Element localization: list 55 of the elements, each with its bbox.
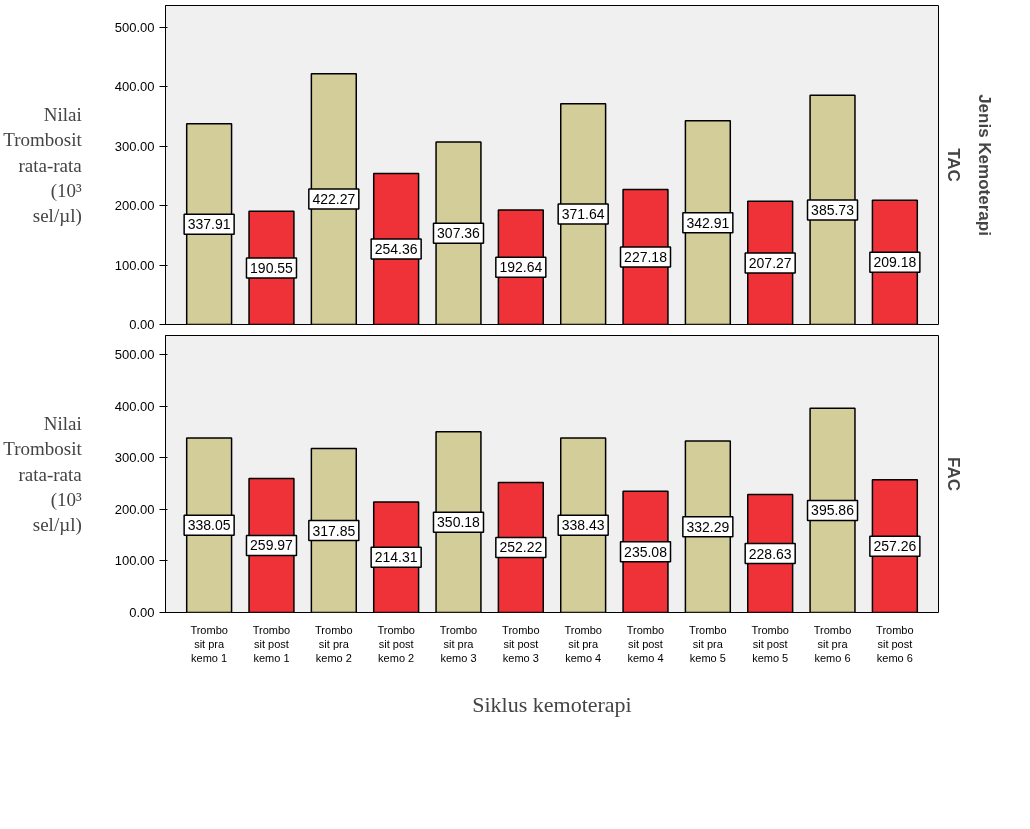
x-tick-label: Trombo sit post kemo 6 xyxy=(876,623,914,665)
data-label: 207.27 xyxy=(748,254,792,271)
y-tick-label: 500.00 xyxy=(114,347,155,363)
x-tick-label: Trombo sit post kemo 2 xyxy=(377,623,415,665)
x-tick-label: Trombo sit pra kemo 6 xyxy=(813,623,852,665)
y-tick-label: 100.00 xyxy=(114,257,155,273)
x-tick-label: Trombo sit pra kemo 5 xyxy=(689,623,727,665)
text: FAC xyxy=(943,457,963,491)
data-label: 257.26 xyxy=(873,538,917,555)
bar xyxy=(310,72,358,325)
data-label: 252.22 xyxy=(499,539,543,556)
data-label: 338.43 xyxy=(561,517,605,534)
y-tick-label: 300.00 xyxy=(114,138,155,154)
x-tick-label: Trombo sit post kemo 5 xyxy=(751,623,789,665)
y-axis-title: Nilai Trombosit rata-rata (10³ sel/µl) xyxy=(3,413,83,536)
text: Jenis Kemoterapi xyxy=(974,94,994,236)
y-tick-label: 200.00 xyxy=(114,198,155,214)
data-label: 235.08 xyxy=(624,543,668,560)
data-label: 338.05 xyxy=(187,517,231,534)
data-label: 190.55 xyxy=(250,259,294,276)
x-axis-title: Siklus kemoterapi xyxy=(472,692,632,718)
data-label: 254.36 xyxy=(374,240,418,257)
y-axis-title: Nilai Trombosit rata-rata (10³ sel/µl) xyxy=(3,104,83,227)
data-label: 259.97 xyxy=(250,537,294,554)
data-label: 342.91 xyxy=(686,214,730,231)
y-tick-label: 500.00 xyxy=(114,19,155,35)
y-tick-label: 400.00 xyxy=(114,79,155,95)
data-label: 192.64 xyxy=(499,259,543,276)
y-tick-label: 0.00 xyxy=(129,605,155,620)
y-tick-label: 300.00 xyxy=(114,450,155,466)
y-tick-label: 200.00 xyxy=(114,501,155,517)
data-label: 422.27 xyxy=(312,191,356,208)
x-tick-label: Trombo sit post kemo 4 xyxy=(626,623,665,665)
y-tick-label: 400.00 xyxy=(114,398,155,414)
y-tick-label: 100.00 xyxy=(114,553,155,569)
text: TAC xyxy=(943,148,963,182)
data-label: 228.63 xyxy=(748,545,792,562)
data-label: 317.85 xyxy=(312,522,356,539)
x-tick-label: Trombo sit pra kemo 4 xyxy=(564,623,602,665)
x-tick-label: Trombo sit pra kemo 1 xyxy=(190,623,228,665)
x-tick-label: Trombo sit pra kemo 3 xyxy=(439,623,478,665)
data-label: 227.18 xyxy=(624,249,668,266)
data-label: 307.36 xyxy=(437,225,481,242)
y-tick-label: 0.00 xyxy=(129,317,155,332)
data-label: 395.86 xyxy=(811,502,855,519)
data-label: 371.64 xyxy=(561,206,605,223)
x-tick-label: Trombo sit pra kemo 2 xyxy=(315,623,353,665)
data-label: 337.91 xyxy=(187,216,231,233)
data-label: 332.29 xyxy=(686,518,730,535)
x-tick-label: Trombo sit post kemo 1 xyxy=(252,623,291,665)
data-label: 385.73 xyxy=(811,201,855,218)
x-tick-label: Trombo sit post kemo 3 xyxy=(502,623,540,665)
data-label: 350.18 xyxy=(437,514,481,531)
data-label: 209.18 xyxy=(873,254,917,271)
data-label: 214.31 xyxy=(374,549,418,566)
